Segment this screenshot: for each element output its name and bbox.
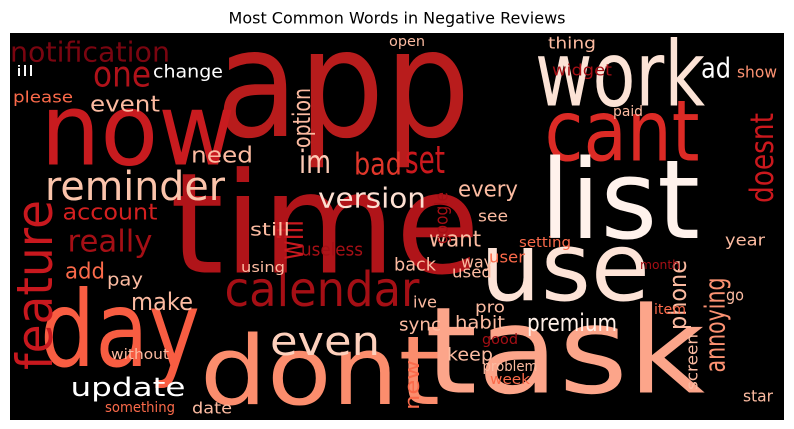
word: paid	[613, 104, 643, 120]
word: day	[40, 269, 200, 391]
word: ill	[16, 64, 34, 80]
word: see	[478, 207, 508, 226]
word: notification	[10, 36, 170, 69]
word: user	[489, 248, 525, 267]
word: make	[131, 288, 193, 316]
word: every	[458, 178, 518, 203]
word: habit	[455, 313, 505, 334]
word: widget	[552, 61, 612, 80]
word: sync	[399, 315, 441, 336]
word: option	[288, 88, 316, 148]
word: doesnt	[743, 113, 781, 203]
word: please	[13, 88, 73, 107]
word: back	[394, 255, 437, 276]
word: item	[654, 302, 686, 318]
word: update	[71, 373, 186, 403]
word: pay	[107, 270, 143, 291]
word: change	[153, 62, 223, 83]
word: using	[241, 260, 285, 276]
word: set	[405, 138, 445, 182]
word: account	[63, 201, 158, 226]
word: work	[535, 23, 705, 128]
word: dont	[200, 317, 440, 427]
word: version	[318, 182, 426, 215]
word: want	[429, 228, 481, 253]
word: now	[41, 72, 236, 189]
word: even	[270, 319, 380, 365]
word: setting	[519, 235, 571, 251]
word: screen	[683, 334, 702, 390]
word: feature	[6, 200, 64, 370]
word: something	[105, 400, 175, 416]
word: im	[299, 143, 331, 181]
word: open	[389, 34, 425, 50]
word: way	[461, 253, 493, 272]
word: really	[68, 225, 153, 260]
word: need	[191, 144, 253, 169]
word: bad	[354, 148, 402, 183]
word: use	[480, 213, 650, 323]
word: task	[425, 283, 706, 422]
word: thing	[548, 34, 596, 53]
word: reminder	[45, 164, 226, 210]
chart-title: Most Common Words in Negative Reviews	[229, 9, 566, 28]
word: one	[93, 55, 151, 96]
word: time	[170, 144, 480, 307]
word: phone	[664, 260, 692, 330]
word: app	[216, 0, 471, 172]
word: week	[490, 372, 531, 388]
word: used	[452, 263, 492, 282]
word: annoying	[699, 278, 732, 373]
word: premium	[527, 309, 617, 337]
word: ad	[701, 52, 731, 85]
word: cant	[545, 83, 700, 182]
word: event	[90, 93, 160, 118]
word: year	[725, 231, 765, 250]
word: good	[482, 332, 518, 348]
word: add	[65, 260, 105, 285]
word: list	[540, 136, 700, 264]
word: star	[743, 387, 773, 406]
word: go	[726, 286, 744, 305]
word: problem	[483, 359, 538, 375]
word: pro	[475, 298, 505, 317]
word: without	[111, 347, 170, 363]
cloud-background	[10, 33, 784, 420]
word: keep	[447, 345, 493, 366]
word: date	[192, 399, 232, 418]
word: google	[432, 192, 453, 244]
word: month	[640, 258, 680, 272]
word: show	[737, 63, 777, 82]
word: new	[400, 360, 424, 410]
word: will	[272, 220, 312, 260]
word: still	[250, 220, 290, 241]
word: useless	[301, 240, 363, 261]
word: calendar	[225, 262, 420, 318]
word: ive	[413, 293, 437, 312]
